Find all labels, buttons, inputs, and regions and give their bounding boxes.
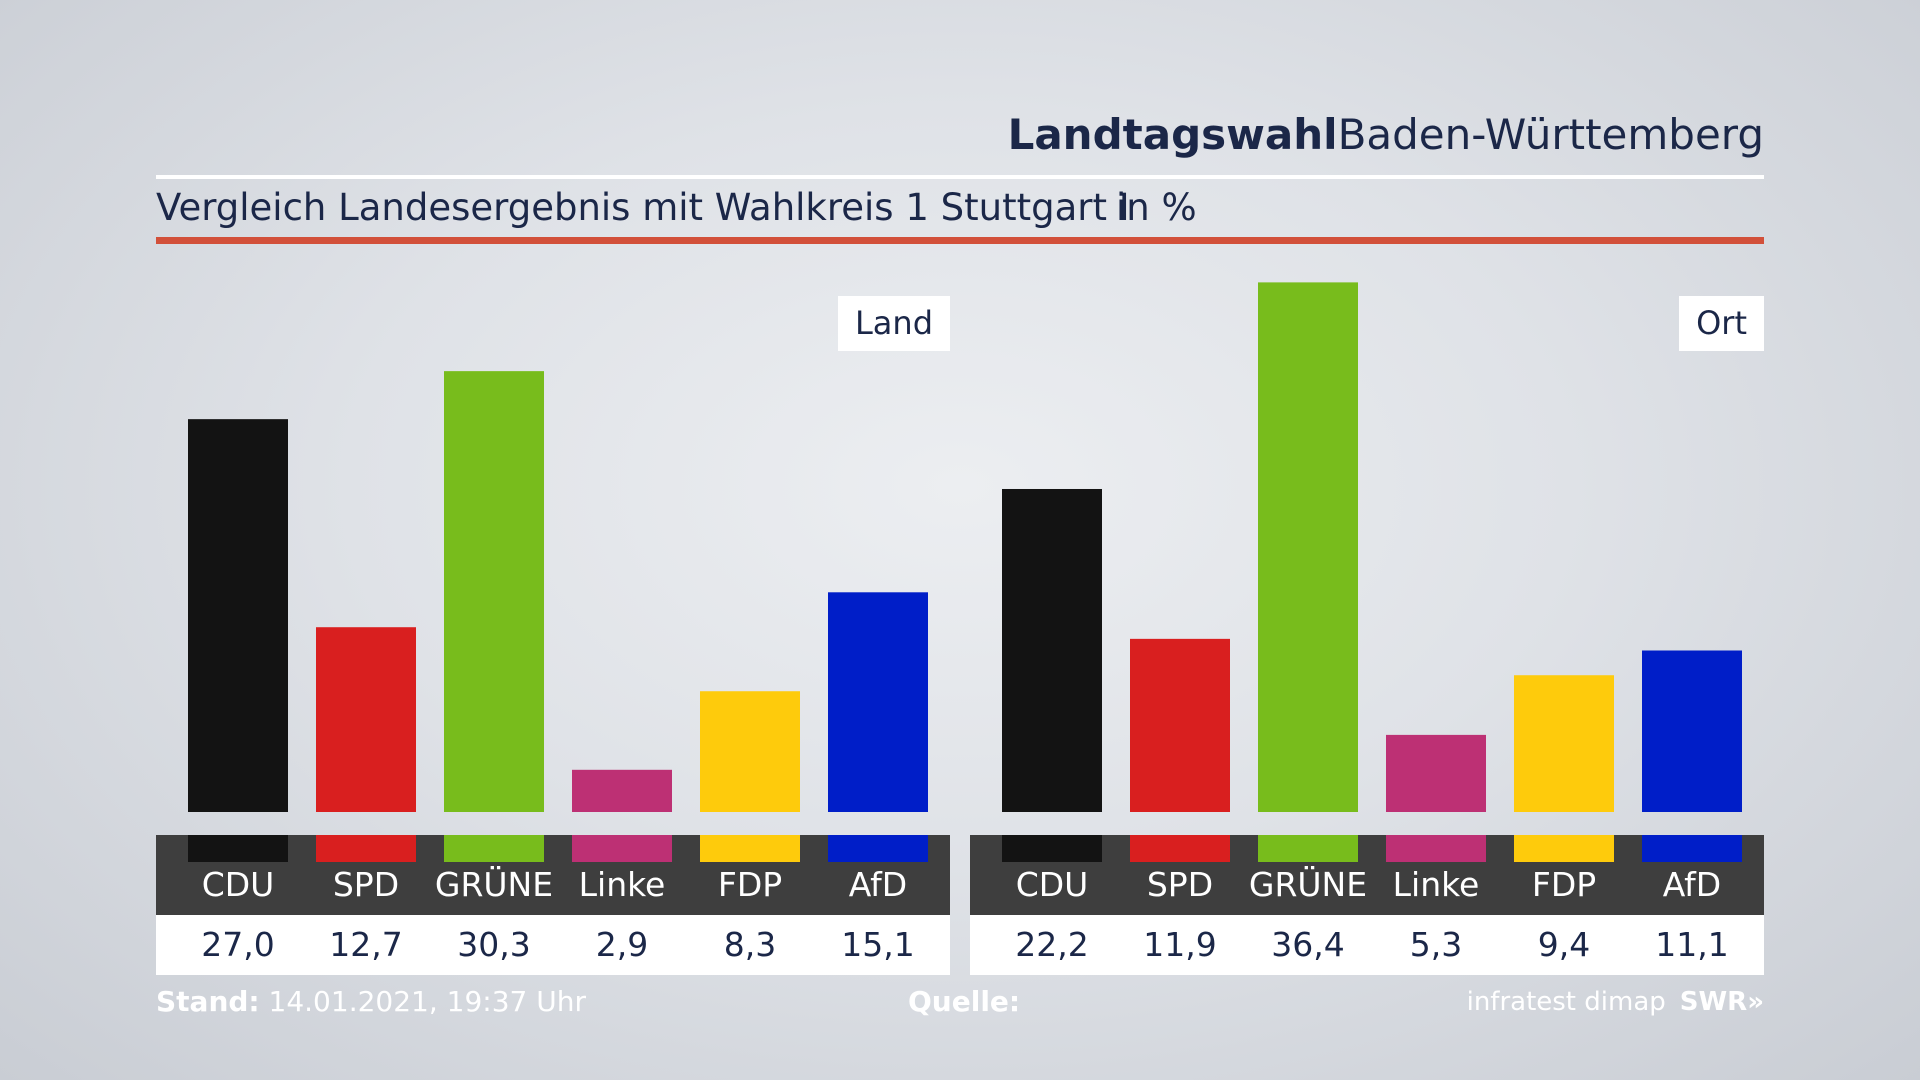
ort-bar-fdp bbox=[1514, 675, 1614, 812]
ort-swatch-grüne bbox=[1258, 835, 1358, 862]
ort-value-label: 9,4 bbox=[1537, 925, 1591, 964]
footer-stand: Stand: 14.01.2021, 19:37 Uhr bbox=[156, 983, 586, 1021]
land-swatch-cdu bbox=[188, 835, 288, 862]
land-bar-chart bbox=[188, 371, 928, 812]
swr-chevrons-icon: » bbox=[1747, 987, 1764, 1017]
stand-value: 14.01.2021, 19:37 Uhr bbox=[268, 985, 586, 1018]
land-value-label: 2,9 bbox=[595, 925, 649, 964]
chart-header-title: LandtagswahlBaden-Württemberg bbox=[1008, 108, 1764, 162]
land-swatch-spd bbox=[316, 835, 416, 862]
ort-bar-spd bbox=[1130, 638, 1230, 812]
subtitle-row: Vergleich Landesergebnis mit Wahlkreis 1… bbox=[156, 182, 1764, 234]
land-value-label: 27,0 bbox=[201, 925, 275, 964]
land-value-label: 30,3 bbox=[457, 925, 531, 964]
land-bar-afd bbox=[828, 592, 928, 812]
land-party-label: SPD bbox=[332, 865, 400, 904]
ort-party-label: AfD bbox=[1662, 865, 1722, 904]
land-bar-grüne bbox=[444, 371, 544, 812]
ort-panel: Ort CDU SPD GRÜNE Linke FDP AfD 22,2 11,9 36,4 5… bbox=[970, 280, 1764, 975]
accent-rule bbox=[156, 237, 1764, 244]
footer-source: Quelle: bbox=[908, 983, 1020, 1021]
land-swatch-fdp bbox=[700, 835, 800, 862]
ort-party-label: CDU bbox=[1015, 865, 1089, 904]
land-bar-cdu bbox=[188, 419, 288, 812]
ort-swatch-afd bbox=[1642, 835, 1742, 862]
header-title-regular: Baden-Württemberg bbox=[1337, 110, 1764, 159]
land-bar-spd bbox=[316, 627, 416, 812]
ort-value-label: 22,2 bbox=[1015, 925, 1089, 964]
land-party-label: GRÜNE bbox=[434, 865, 554, 904]
source-label: Quelle: bbox=[908, 985, 1021, 1018]
land-party-label: Linke bbox=[578, 865, 666, 904]
ort-bar-grüne bbox=[1258, 282, 1358, 812]
land-party-label: FDP bbox=[717, 865, 783, 904]
header-title-bold: Landtagswahl bbox=[1007, 110, 1338, 159]
land-party-label: CDU bbox=[201, 865, 275, 904]
land-swatch-grüne bbox=[444, 835, 544, 862]
footer-credits: infratest dimap SWR» bbox=[1467, 983, 1764, 1021]
source-value: infratest dimap bbox=[1466, 987, 1666, 1017]
land-swatch-linke bbox=[572, 835, 672, 862]
header-divider bbox=[156, 175, 1764, 179]
ort-bar-afd bbox=[1642, 650, 1742, 812]
ort-swatch-spd bbox=[1130, 835, 1230, 862]
ort-party-label: GRÜNE bbox=[1248, 865, 1368, 904]
land-value-label: 8,3 bbox=[723, 925, 777, 964]
land-party-label-strip: CDU SPD GRÜNE Linke FDP AfD bbox=[156, 835, 950, 915]
stand-label: Stand: bbox=[156, 985, 260, 1018]
ort-bar-chart bbox=[1002, 282, 1742, 812]
ort-party-label: Linke bbox=[1392, 865, 1480, 904]
unit-label: in % bbox=[1116, 186, 1197, 229]
ort-party-label: FDP bbox=[1531, 865, 1597, 904]
ort-swatch-cdu bbox=[1002, 835, 1102, 862]
swr-logo: SWR bbox=[1679, 987, 1748, 1017]
land-value-label: 15,1 bbox=[841, 925, 915, 964]
land-value-strip: 27,0 12,7 30,3 2,9 8,3 15,1 bbox=[156, 915, 950, 975]
ort-swatch-fdp bbox=[1514, 835, 1614, 862]
land-value-label: 12,7 bbox=[329, 925, 403, 964]
ort-value-label: 36,4 bbox=[1271, 925, 1345, 964]
land-panel: Land CDU SPD GRÜNE Linke FDP AfD 27,0 12,7 30,3… bbox=[156, 280, 950, 975]
land-panel-label: Land bbox=[837, 296, 950, 351]
ort-bar-cdu bbox=[1002, 488, 1102, 812]
ort-value-label: 11,9 bbox=[1143, 925, 1217, 964]
ort-bar-linke bbox=[1386, 734, 1486, 812]
ort-party-label-strip: CDU SPD GRÜNE Linke FDP AfD bbox=[970, 835, 1764, 915]
ort-party-label: SPD bbox=[1146, 865, 1214, 904]
ort-panel-label: Ort bbox=[1679, 296, 1764, 351]
chart-subtitle: Vergleich Landesergebnis mit Wahlkreis 1… bbox=[156, 186, 1130, 229]
ort-value-strip: 22,2 11,9 36,4 5,3 9,4 11,1 bbox=[970, 915, 1764, 975]
ort-value-label: 11,1 bbox=[1655, 925, 1729, 964]
land-party-label: AfD bbox=[848, 865, 908, 904]
ort-swatch-linke bbox=[1386, 835, 1486, 862]
ort-value-label: 5,3 bbox=[1409, 925, 1463, 964]
land-swatch-afd bbox=[828, 835, 928, 862]
land-bar-linke bbox=[572, 769, 672, 812]
land-bar-fdp bbox=[700, 691, 800, 812]
